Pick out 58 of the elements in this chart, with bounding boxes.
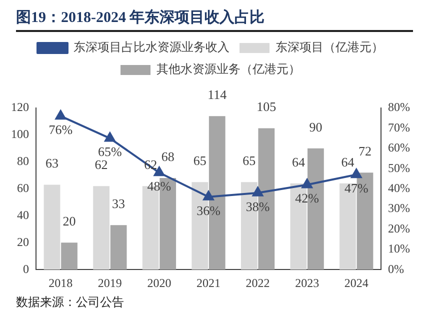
bar <box>110 225 127 270</box>
data-label: 63 <box>46 156 59 171</box>
legend-label: 东深项目（亿港元） <box>276 40 384 54</box>
data-label: 64 <box>292 154 306 170</box>
data-label: 42% <box>295 190 320 206</box>
bar <box>93 186 110 270</box>
data-label: 48% <box>147 178 172 194</box>
data-label: 114 <box>208 87 228 102</box>
y-tick-label: 80 <box>17 154 29 168</box>
y-tick-label: 60 <box>17 180 29 195</box>
x-tick-label: 2018 <box>48 276 73 290</box>
point <box>104 132 116 142</box>
point <box>302 178 312 188</box>
point <box>351 168 362 178</box>
data-label: 90 <box>309 119 322 134</box>
y2-tick-label: 30% <box>388 201 410 216</box>
legend-label: 其他水资源业务（亿港元） <box>156 62 300 76</box>
data-label: 38% <box>246 198 270 214</box>
data-label: 76% <box>48 122 73 137</box>
y-tick-label: 0 <box>23 262 29 276</box>
legend-label: 东深项目占比水资源业务收入 <box>74 40 230 54</box>
y2-tick-label: 60% <box>388 140 410 155</box>
data-label: 20 <box>62 214 76 229</box>
x-tick-label: 2024 <box>344 276 368 290</box>
data-label: 62 <box>94 157 108 172</box>
x-tick-label: 2022 <box>246 276 270 290</box>
point <box>55 110 66 120</box>
y2-tick-label: 0% <box>388 262 404 276</box>
chart-title: 图19：2018-2024 年东深项目收入占比 <box>16 8 413 32</box>
data-label: 36% <box>196 202 221 218</box>
y2-tick-label: 70% <box>388 120 410 134</box>
point <box>252 186 264 196</box>
y2-tick-label: 20% <box>388 221 410 236</box>
y-tick-label: 120 <box>11 100 29 114</box>
y2-tick-label: 50% <box>388 160 410 175</box>
data-label: 68 <box>161 148 174 164</box>
data-label: 72 <box>358 144 372 159</box>
data-label: 65% <box>98 144 122 160</box>
y2-tick-label: 10% <box>388 242 410 256</box>
bar <box>44 184 60 270</box>
point <box>203 190 214 200</box>
y-tick-label: 100 <box>11 127 29 142</box>
source-note: 数据来源：公司公告 <box>16 294 125 311</box>
data-label: 105 <box>256 99 276 114</box>
data-label: 47% <box>344 180 368 196</box>
x-tick-label: 2021 <box>196 276 220 290</box>
data-label: 33 <box>112 196 126 212</box>
data-label: 65 <box>193 152 206 168</box>
y-tick-label: 40 <box>17 208 29 222</box>
y-tick-label: 20 <box>17 234 29 249</box>
x-tick-label: 2019 <box>98 276 122 290</box>
x-tick-label: 2023 <box>295 276 320 290</box>
data-label: 64 <box>341 154 355 170</box>
y2-tick-label: 40% <box>388 180 410 195</box>
x-tick-label: 2020 <box>147 276 172 290</box>
y2-tick-label: 80% <box>388 100 410 114</box>
bar <box>61 242 78 270</box>
data-label: 65 <box>242 152 256 168</box>
